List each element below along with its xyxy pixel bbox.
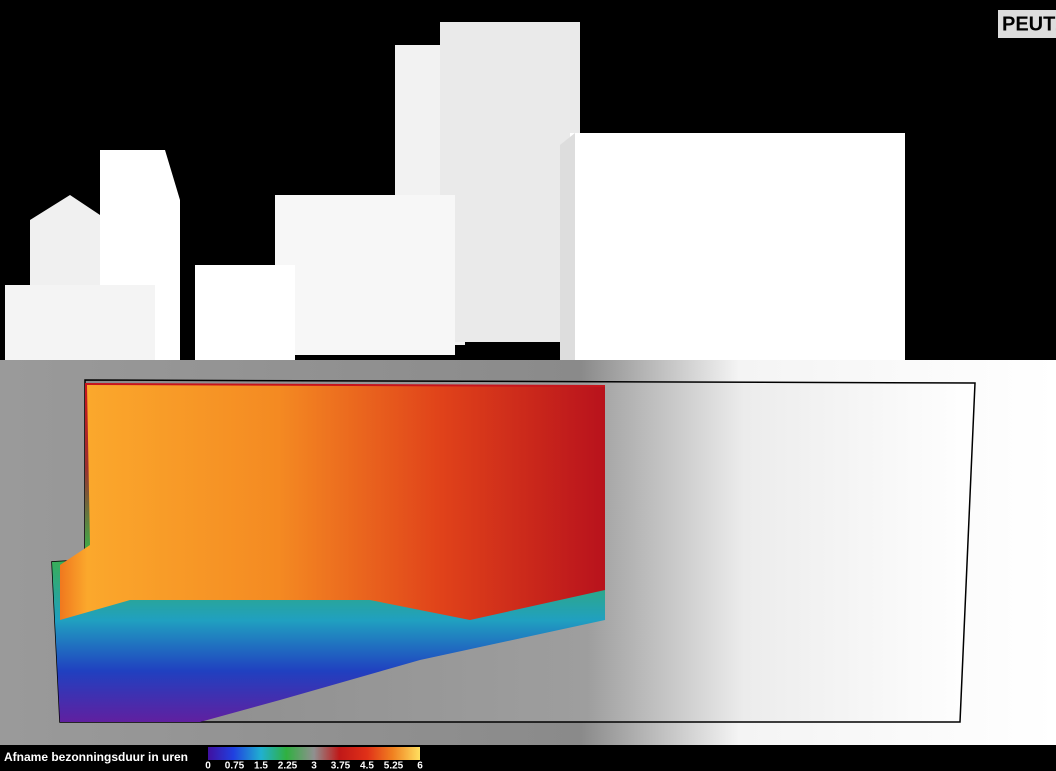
logo: PEUTZ	[1002, 13, 1056, 35]
legend-tick-label: 0	[205, 761, 211, 771]
legend-tick-label: 0.75	[225, 761, 245, 771]
legend-tick-label: 1.5	[254, 761, 268, 771]
legend-tick-label: 3	[311, 761, 317, 771]
legend-tick-label: 5.25	[384, 761, 404, 771]
color-scale	[208, 747, 420, 760]
legend-tick-label: 3.75	[331, 761, 351, 771]
legend-title: Afname bezonningsduur in uren	[4, 750, 188, 764]
render: Afname bezonningsduur in uren PEUTZ 0 0.7…	[0, 0, 1056, 771]
legend-tick-label: 4.5	[360, 761, 374, 771]
page: Afname bezonningsduur in uren PEUTZ 0 0.7…	[0, 0, 1056, 771]
legend-tick-label: 2.25	[278, 761, 298, 771]
legend-tick-label: 6	[417, 761, 423, 771]
heat-map	[60, 385, 605, 620]
